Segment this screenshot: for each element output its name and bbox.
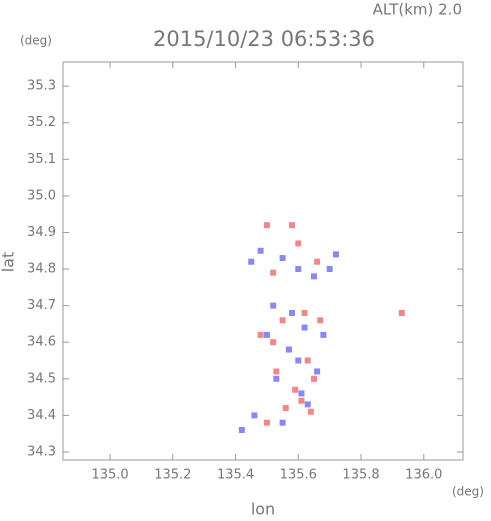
point (295, 266, 302, 273)
x-tick-label: 135.2 (154, 468, 191, 483)
point (279, 255, 286, 262)
y-unit: (deg) (20, 34, 52, 48)
point (248, 258, 255, 265)
point (273, 368, 280, 375)
point (263, 331, 270, 338)
y-tick-label: 35.3 (27, 79, 56, 94)
point (263, 419, 270, 426)
point (298, 390, 305, 397)
point (398, 309, 405, 316)
point (304, 357, 311, 364)
point (314, 258, 321, 265)
point (295, 357, 302, 364)
point (292, 386, 299, 393)
point (326, 266, 333, 273)
x-tick-label: 136.0 (405, 468, 442, 483)
point (295, 240, 302, 247)
x-tick-label: 135.4 (217, 468, 254, 483)
point (320, 331, 327, 338)
point (270, 302, 277, 309)
plot-frame (62, 61, 464, 461)
y-axis-label: lat (0, 252, 18, 273)
point (301, 324, 308, 331)
y-tick-label: 35.2 (27, 115, 56, 130)
point (251, 412, 258, 419)
y-tick-label: 35.1 (27, 152, 56, 167)
point (307, 408, 314, 415)
point (263, 222, 270, 229)
point (279, 419, 286, 426)
point (257, 331, 264, 338)
y-tick-label: 34.3 (27, 444, 56, 459)
x-tick-label: 135.8 (342, 468, 379, 483)
point (304, 401, 311, 408)
point (310, 273, 317, 280)
y-tick-label: 34.8 (27, 262, 56, 277)
altitude-label: ALT(km) 2.0 (373, 1, 462, 19)
y-tick-label: 35.0 (27, 188, 56, 203)
point (317, 317, 324, 324)
point (238, 427, 245, 434)
x-axis-label: lon (251, 500, 275, 519)
point (314, 368, 321, 375)
point (257, 247, 264, 254)
point (310, 375, 317, 382)
point (285, 346, 292, 353)
point (270, 339, 277, 346)
y-tick-label: 34.6 (27, 335, 56, 350)
y-tick-label: 34.4 (27, 408, 56, 423)
point (273, 375, 280, 382)
point (279, 317, 286, 324)
y-tick-label: 34.9 (27, 225, 56, 240)
point (301, 309, 308, 316)
y-tick-label: 34.7 (27, 298, 56, 313)
point (289, 222, 296, 229)
point (298, 397, 305, 404)
y-tick-label: 34.5 (27, 371, 56, 386)
x-tick-label: 135.6 (280, 468, 317, 483)
chart-title: 2015/10/23 06:53:36 (153, 27, 375, 51)
point (282, 405, 289, 412)
x-unit: (deg) (452, 485, 484, 499)
point (289, 309, 296, 316)
x-tick-label: 135.0 (91, 468, 128, 483)
point (270, 269, 277, 276)
point (332, 251, 339, 258)
